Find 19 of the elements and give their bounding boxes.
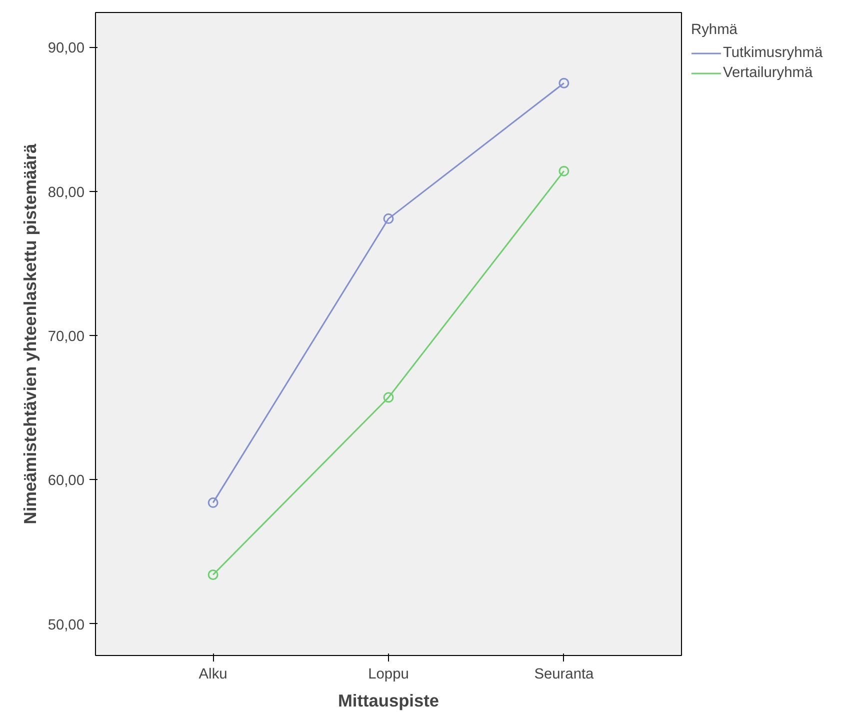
legend-label: Vertailuryhmä [723, 65, 813, 81]
x-tick-label: Seuranta [534, 666, 595, 682]
y-tick-label: 60,00 [48, 473, 85, 490]
legend-title: Ryhmä [691, 22, 738, 38]
point [208, 497, 218, 508]
x-tick-label: Loppu [368, 666, 409, 682]
point [383, 213, 394, 224]
x-tick-label: Alku [198, 666, 228, 682]
y-tick-label: 70,00 [48, 328, 85, 345]
y-tick-label: 50,00 [48, 617, 85, 634]
point [558, 78, 570, 88]
point [383, 392, 394, 403]
y-tick-label: 90,00 [48, 40, 85, 57]
y-tick-label: 80,00 [48, 184, 85, 201]
legend-label: Tutkimusryhmä [723, 45, 823, 61]
x-axis-title: Mittauspiste [338, 690, 440, 710]
y-axis-title: Nimeämistehtävien yhteenlaskettu pistemäärä [20, 143, 40, 524]
point [558, 166, 570, 176]
point [208, 570, 218, 580]
